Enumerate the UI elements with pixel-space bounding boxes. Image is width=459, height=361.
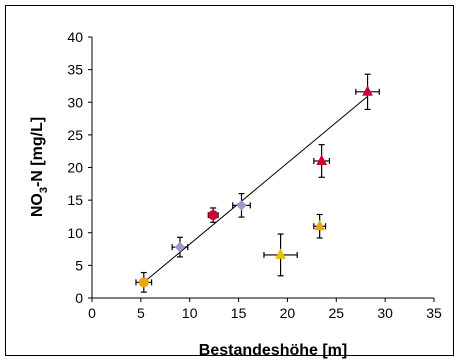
y-tick-label: 10: [67, 225, 83, 241]
y-tick-label: 15: [67, 192, 83, 208]
data-point-triangle: [316, 154, 327, 165]
data-point-circle: [208, 210, 219, 221]
data-point-triangle: [362, 85, 373, 96]
data-point-circle: [138, 277, 149, 288]
x-tick-label: 20: [280, 305, 296, 321]
x-tick-label: 10: [182, 305, 198, 321]
y-axis-label-rest: -N [mg/L]: [29, 117, 46, 187]
data-point-triangle: [275, 248, 286, 259]
data-point-triangle: [314, 219, 325, 231]
y-axis-label: NO3-N [mg/L]: [29, 117, 50, 217]
data-point-diamond: [236, 200, 247, 211]
y-tick-label: 35: [67, 62, 83, 78]
y-tick-label: 40: [67, 29, 83, 45]
x-tick-label: 5: [137, 305, 145, 321]
x-tick-label: 30: [377, 305, 393, 321]
plot-area: 0 5 10 15 20 25 30 35 40 0 5 10 15 20 25 30 35: [67, 29, 442, 321]
y-tick-label: 30: [67, 94, 83, 110]
y-tick-label: 20: [67, 160, 83, 176]
data-point-diamond: [174, 241, 186, 253]
x-tick-label: 35: [426, 305, 442, 321]
trendline: [143, 95, 368, 283]
y-axis-label-subscript: 3: [38, 187, 50, 193]
y-tick-label: 0: [75, 290, 83, 306]
y-tick-label: 5: [75, 257, 83, 273]
x-tick-label: 0: [88, 305, 96, 321]
x-axis-label: Bestandeshöhe [m]: [199, 342, 347, 359]
y-tick-label: 25: [67, 127, 83, 143]
x-tick-label: 25: [328, 305, 344, 321]
x-tick-label: 15: [231, 305, 247, 321]
y-axis-label-main: NO: [29, 193, 46, 217]
